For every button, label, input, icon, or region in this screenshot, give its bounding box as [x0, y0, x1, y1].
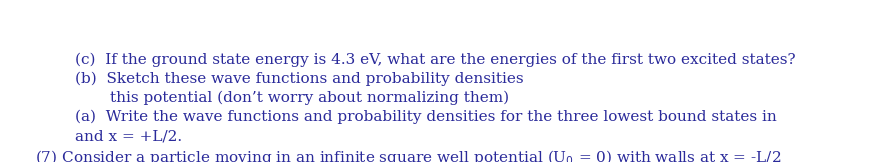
Text: (7) Consider a particle moving in an infinite square well potential (U$_0$ = 0) : (7) Consider a particle moving in an inf… [35, 148, 781, 162]
Text: and x = +L/2.: and x = +L/2. [75, 129, 182, 143]
Text: (a)  Write the wave functions and probability densities for the three lowest bou: (a) Write the wave functions and probabi… [75, 110, 777, 124]
Text: (b)  Sketch these wave functions and probability densities: (b) Sketch these wave functions and prob… [75, 72, 524, 86]
Text: (c)  If the ground state energy is 4.3 eV, what are the energies of the first tw: (c) If the ground state energy is 4.3 eV… [75, 53, 795, 67]
Text: this potential (don’t worry about normalizing them): this potential (don’t worry about normal… [110, 91, 509, 105]
